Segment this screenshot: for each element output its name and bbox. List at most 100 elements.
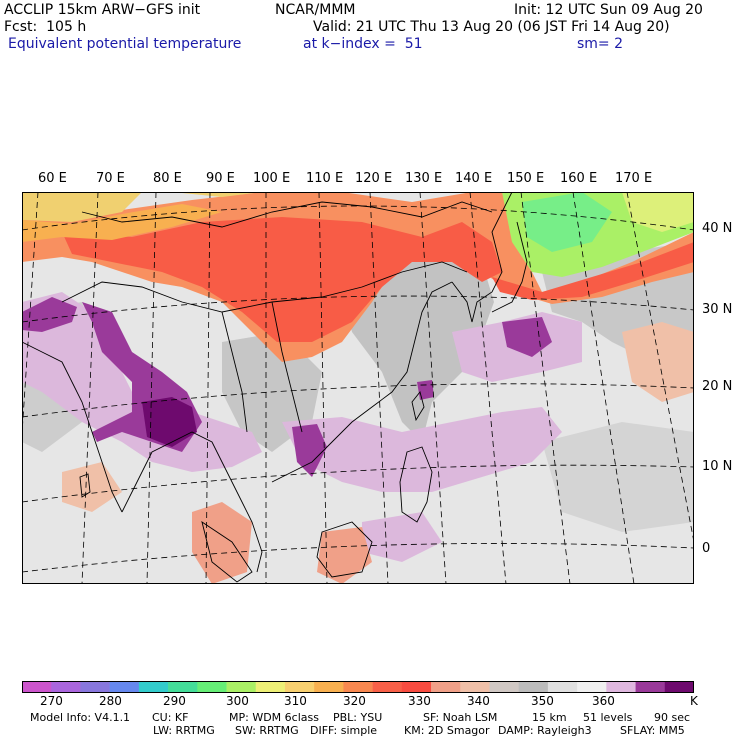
lat-label: 0 bbox=[702, 541, 711, 556]
colorbar-tick-label: 350 bbox=[531, 694, 554, 708]
colorbar-swatch bbox=[168, 681, 198, 693]
lon-label: 100 E bbox=[253, 171, 291, 186]
field-salmon-spot bbox=[62, 462, 122, 512]
coastline bbox=[22, 341, 123, 513]
model-info-sflay: SFLAY: MM5 bbox=[620, 724, 685, 737]
theta-e-map bbox=[22, 192, 694, 584]
lat-line bbox=[22, 464, 694, 503]
field-yellow-band bbox=[22, 192, 262, 222]
colorbar-tick-label: 280 bbox=[99, 694, 122, 708]
model-info-sw: SW: RRTMG bbox=[235, 724, 299, 737]
lon-line bbox=[205, 192, 211, 584]
lon-line bbox=[572, 192, 635, 584]
colorbar-unit: K bbox=[690, 694, 698, 708]
field-green-band bbox=[622, 192, 694, 232]
colorbar-tick-label: 270 bbox=[40, 694, 63, 708]
lat-line bbox=[22, 295, 694, 323]
field-red-band bbox=[62, 217, 502, 342]
colorbar-swatch bbox=[343, 681, 373, 693]
coastline bbox=[451, 192, 513, 323]
colorbar-swatch bbox=[138, 681, 169, 693]
lon-line bbox=[318, 192, 328, 584]
border bbox=[81, 201, 493, 228]
colorbar-swatch bbox=[431, 681, 461, 693]
colorbar-swatch bbox=[547, 681, 578, 693]
valid-time: Valid: 21 UTC Thu 13 Aug 20 (06 JST Fri … bbox=[313, 19, 670, 35]
island-taiwan bbox=[411, 391, 425, 422]
lon-line bbox=[520, 192, 571, 584]
colorbar-swatch bbox=[664, 681, 694, 693]
colorbar bbox=[22, 681, 694, 693]
colorbar-frame bbox=[22, 681, 694, 693]
model-info-version: Model Info: V4.1.1 bbox=[30, 711, 131, 724]
island-borneo bbox=[316, 521, 373, 578]
model-info-cu: CU: KF bbox=[152, 711, 189, 724]
model-info-mp: MP: WDM 6class bbox=[229, 711, 319, 724]
level-info: at k−index = 51 bbox=[303, 36, 423, 52]
lat-line bbox=[22, 383, 694, 418]
field-purple-core bbox=[417, 380, 434, 400]
lon-label: 90 E bbox=[206, 171, 235, 186]
model-info-damp: DAMP: Rayleigh3 bbox=[498, 724, 592, 737]
lat-label: 40 N bbox=[702, 221, 733, 236]
graticule bbox=[22, 192, 694, 584]
field-lavender-region bbox=[362, 512, 442, 562]
colorbar-swatch bbox=[80, 681, 110, 693]
field-lavender-region bbox=[22, 292, 262, 472]
model-title: ACCLIP 15km ARW−GFS init bbox=[4, 2, 201, 18]
lon-label: 150 E bbox=[507, 171, 545, 186]
lon-line bbox=[146, 192, 157, 584]
colorbar-swatch bbox=[197, 681, 227, 693]
colorbar-tick-label: 300 bbox=[226, 694, 249, 708]
island-sumatra bbox=[201, 520, 253, 583]
map-frame bbox=[22, 192, 694, 584]
colorbar-tick-label: 340 bbox=[467, 694, 490, 708]
forecast-hour: Fcst: 105 h bbox=[4, 19, 87, 35]
colorbar-swatch bbox=[401, 681, 432, 693]
lon-label: 60 E bbox=[38, 171, 67, 186]
lat-label: 10 N bbox=[702, 459, 733, 474]
colorbar-swatch bbox=[226, 681, 257, 693]
lon-label: 130 E bbox=[405, 171, 443, 186]
lon-line bbox=[369, 192, 389, 584]
colorbar-tick-label: 330 bbox=[408, 694, 431, 708]
model-info-pbl: PBL: YSU bbox=[333, 711, 383, 724]
colorbar-swatch bbox=[635, 681, 666, 693]
coastline bbox=[121, 431, 263, 573]
colorbar-swatch bbox=[51, 681, 81, 693]
model-info-resolution: 15 km bbox=[532, 711, 567, 724]
colorbar-swatch bbox=[284, 681, 315, 693]
field-purple-core bbox=[22, 297, 77, 332]
lat-line bbox=[22, 543, 694, 573]
colorbar-swatch bbox=[255, 681, 286, 693]
colorbar-tick-label: 310 bbox=[284, 694, 307, 708]
field-name: Equivalent potential temperature bbox=[8, 36, 242, 52]
colorbar-swatch bbox=[460, 681, 490, 693]
colorbar-swatch bbox=[372, 681, 403, 693]
colorbar-swatch bbox=[489, 681, 519, 693]
island-sri-lanka bbox=[79, 473, 91, 498]
model-info-timestep: 90 sec bbox=[654, 711, 691, 724]
init-time: Init: 12 UTC Sun 09 Aug 20 bbox=[514, 2, 703, 18]
island-philippines bbox=[399, 446, 433, 523]
lon-label: 110 E bbox=[306, 171, 344, 186]
field-salmon-spot bbox=[317, 527, 372, 584]
field-salmon-spot bbox=[622, 322, 694, 402]
lon-label: 140 E bbox=[455, 171, 493, 186]
colorbar-swatch bbox=[314, 681, 344, 693]
smoothing-info: sm= 2 bbox=[577, 36, 624, 52]
colorbar-swatch bbox=[22, 681, 52, 693]
model-info-sf: SF: Noah LSM bbox=[423, 711, 498, 724]
border bbox=[221, 301, 303, 433]
field-purple-core bbox=[142, 397, 197, 447]
model-info-km: KM: 2D Smagor bbox=[404, 724, 490, 737]
coastlines bbox=[22, 192, 528, 583]
field-red-band bbox=[492, 242, 694, 300]
lon-line bbox=[419, 192, 447, 584]
lon-label: 170 E bbox=[615, 171, 653, 186]
lon-line bbox=[22, 192, 39, 440]
lon-line bbox=[81, 192, 99, 584]
coastline bbox=[271, 281, 453, 483]
field-purple-core bbox=[292, 424, 327, 477]
colorbar-swatch bbox=[577, 681, 607, 693]
